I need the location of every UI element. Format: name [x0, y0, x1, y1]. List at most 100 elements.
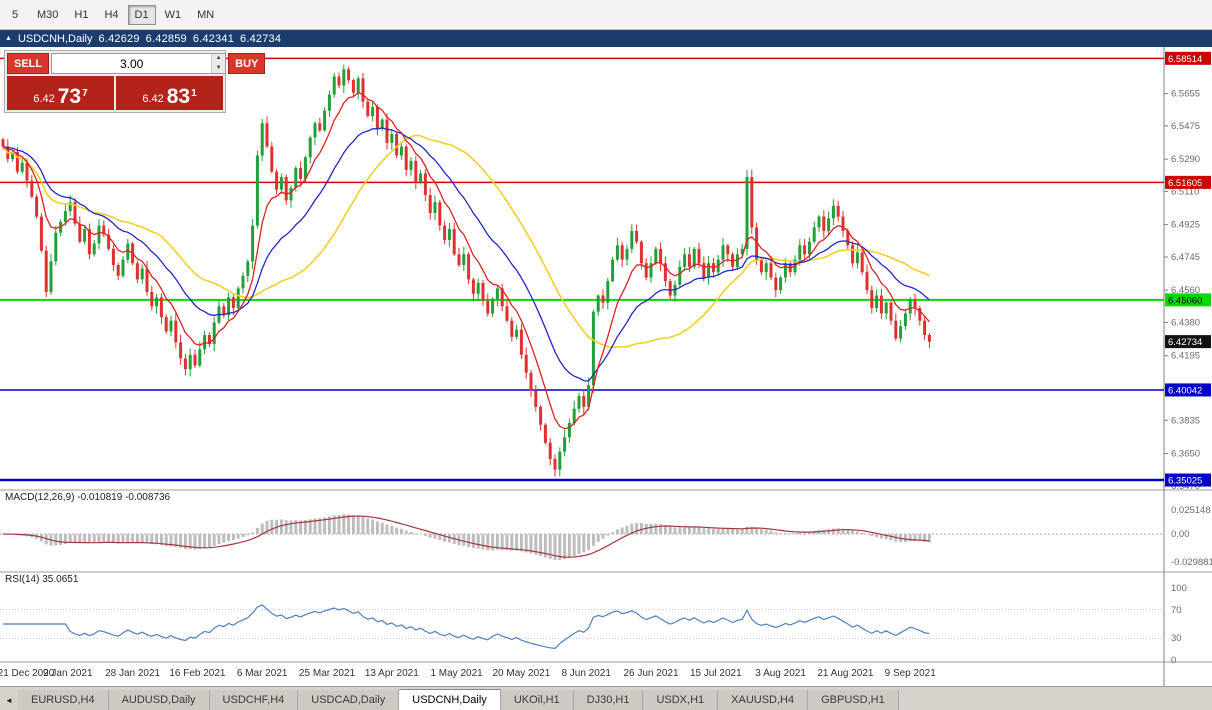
- chart-tab-gbpusd-h1[interactable]: GBPUSD,H1: [808, 690, 899, 710]
- svg-text:9 Sep 2021: 9 Sep 2021: [885, 668, 937, 679]
- price-level-badge: [1165, 383, 1211, 397]
- chart-title-bar: ▲ USDCNH,Daily 6.42629 6.42859 6.42341 6…: [0, 30, 1212, 47]
- chart-tab-audusd-daily[interactable]: AUDUSD,Daily: [108, 690, 210, 710]
- svg-text:0: 0: [1171, 655, 1176, 666]
- svg-text:15 Jul 2021: 15 Jul 2021: [690, 668, 742, 679]
- buy-price-pip-digit: 1: [191, 88, 197, 99]
- price-axis[interactable]: 6.5655 6.5475 6.5290 6.5110 6.4925 6.4745 6.45…: [1164, 51, 1212, 666]
- timeframe-button-h4[interactable]: H4: [97, 5, 125, 25]
- chart-title-symbol: USDCNH,Daily: [17, 32, 93, 45]
- svg-text:21 Aug 2021: 21 Aug 2021: [817, 668, 874, 679]
- svg-text:100: 100: [1171, 583, 1187, 594]
- buy-price-big-digits: 83: [166, 85, 191, 108]
- ohlc-open-value: 6.42629: [98, 32, 140, 45]
- svg-text:30: 30: [1171, 633, 1182, 644]
- macd-indicator-label: MACD(12,26,9) -0.010819 -0.008736: [5, 492, 171, 503]
- volume-spinner: ▲ ▼: [51, 53, 227, 74]
- svg-text:21 Dec 2020: 21 Dec 2020: [0, 668, 55, 679]
- svg-text:6.5655: 6.5655: [1171, 89, 1200, 100]
- svg-text:6.42734: 6.42734: [1168, 337, 1202, 348]
- svg-text:16 Feb 2021: 16 Feb 2021: [169, 668, 226, 679]
- svg-text:25 Mar 2021: 25 Mar 2021: [299, 668, 356, 679]
- chart-tab-usdcad-daily[interactable]: USDCAD,Daily: [298, 690, 400, 710]
- volume-up-icon[interactable]: ▲: [212, 54, 226, 64]
- sell-price-pip-digit: 7: [82, 88, 88, 99]
- timeframe-button-5[interactable]: 5: [2, 5, 28, 25]
- svg-text:-0.029881: -0.029881: [1171, 557, 1212, 568]
- moving-average-lines: [2, 91, 930, 430]
- svg-text:13 Apr 2021: 13 Apr 2021: [365, 668, 419, 679]
- price-level-badge: [1165, 335, 1211, 349]
- sell-button[interactable]: SELL: [7, 53, 50, 74]
- svg-text:20 May 2021: 20 May 2021: [492, 668, 550, 679]
- price-level-badge: [1165, 473, 1211, 487]
- svg-text:6.4925: 6.4925: [1171, 220, 1200, 231]
- svg-text:6.5290: 6.5290: [1171, 154, 1200, 165]
- buy-button[interactable]: BUY: [228, 53, 266, 74]
- rsi-indicator-label: RSI(14) 35.0651: [5, 574, 79, 585]
- chart-tab-ukoil-h1[interactable]: UKOil,H1: [500, 690, 574, 710]
- timeframe-button-w1[interactable]: W1: [158, 5, 189, 25]
- svg-text:1 May 2021: 1 May 2021: [430, 668, 483, 679]
- svg-text:6.5475: 6.5475: [1171, 121, 1200, 132]
- timeframe-button-h1[interactable]: H1: [67, 5, 95, 25]
- svg-text:0.025148: 0.025148: [1171, 505, 1211, 516]
- svg-text:6.4745: 6.4745: [1171, 252, 1200, 263]
- tab-scroll-left-icon[interactable]: ◄: [5, 695, 13, 705]
- chart-tab-usdcnh-daily[interactable]: USDCNH,Daily: [399, 689, 501, 710]
- price-level-badge: [1165, 293, 1211, 307]
- macd-panel: [0, 514, 1164, 560]
- chart-tab-xauusd-h4[interactable]: XAUUSD,H4: [718, 690, 809, 710]
- volume-spinner-arrows: ▲ ▼: [211, 54, 226, 73]
- svg-text:6 Mar 2021: 6 Mar 2021: [237, 668, 288, 679]
- chart-tab-dj30-h1[interactable]: DJ30,H1: [573, 690, 644, 710]
- svg-text:28 Jan 2021: 28 Jan 2021: [105, 668, 160, 679]
- svg-text:6.4195: 6.4195: [1171, 351, 1200, 362]
- timeframe-button-mn[interactable]: MN: [190, 5, 221, 25]
- svg-text:8 Jun 2021: 8 Jun 2021: [561, 668, 611, 679]
- svg-text:6.3650: 6.3650: [1171, 449, 1200, 460]
- buy-price-prefix: 6.42: [142, 92, 164, 105]
- timeframe-button-d1[interactable]: D1: [127, 4, 156, 25]
- ohlc-high-value: 6.42859: [145, 32, 187, 45]
- timeframe-toolbar: 5 M30 H1 H4 D1 W1 MN: [0, 0, 1212, 30]
- collapse-icon[interactable]: ▲: [5, 35, 12, 42]
- buy-price-display[interactable]: 6.42 83 1: [116, 76, 223, 110]
- svg-text:6.40042: 6.40042: [1168, 385, 1202, 396]
- svg-text:6.4560: 6.4560: [1171, 285, 1200, 296]
- svg-text:6.4380: 6.4380: [1171, 317, 1200, 328]
- candlestick-series[interactable]: [1, 64, 931, 477]
- svg-text:6.51605: 6.51605: [1168, 178, 1202, 189]
- sell-price-big-digits: 73: [57, 85, 82, 108]
- timeframe-button-m30[interactable]: M30: [30, 5, 65, 25]
- chart-background: [0, 46, 1212, 686]
- svg-text:6.58514: 6.58514: [1168, 54, 1202, 65]
- horizontal-level-lines: [0, 57, 1164, 482]
- chart-tab-usdx-h1[interactable]: USDX,H1: [643, 690, 719, 710]
- svg-text:9 Jan 2021: 9 Jan 2021: [43, 668, 93, 679]
- svg-text:70: 70: [1171, 605, 1182, 616]
- svg-text:6.5110: 6.5110: [1171, 186, 1199, 197]
- svg-text:6.3835: 6.3835: [1171, 415, 1200, 426]
- ohlc-low-value: 6.42341: [192, 32, 235, 45]
- chart-tab-eurusd-h4[interactable]: EURUSD,H4: [18, 690, 109, 710]
- price-level-badge: [1165, 51, 1211, 65]
- svg-text:0.00: 0.00: [1171, 529, 1190, 540]
- chart-tab-usdchf-h4[interactable]: USDCHF,H4: [209, 690, 299, 710]
- rsi-panel: [0, 604, 1164, 650]
- chart-tabs-bar: ◄ EURUSD,H4 AUDUSD,Daily USDCHF,H4 USDCAD,Da…: [0, 686, 1212, 710]
- sell-price-prefix: 6.42: [33, 92, 55, 105]
- svg-text:3 Aug 2021: 3 Aug 2021: [755, 668, 806, 679]
- svg-text:6.45060: 6.45060: [1168, 295, 1202, 306]
- price-level-badge: [1165, 175, 1211, 189]
- svg-text:6.35025: 6.35025: [1168, 476, 1202, 487]
- sell-price-display[interactable]: 6.42 73 7: [7, 76, 114, 110]
- volume-input[interactable]: [52, 54, 212, 73]
- ohlc-close-value: 6.42734: [240, 32, 282, 45]
- volume-down-icon[interactable]: ▼: [212, 63, 226, 73]
- svg-text:26 Jun 2021: 26 Jun 2021: [623, 668, 678, 679]
